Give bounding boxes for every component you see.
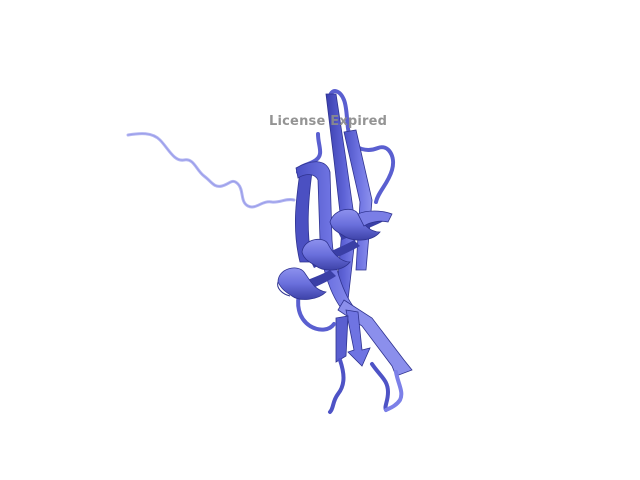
beta-sheet-front xyxy=(295,161,413,377)
alpha-helix xyxy=(277,208,393,300)
bottom-loops xyxy=(296,288,404,414)
n-terminal-tail xyxy=(126,132,296,209)
